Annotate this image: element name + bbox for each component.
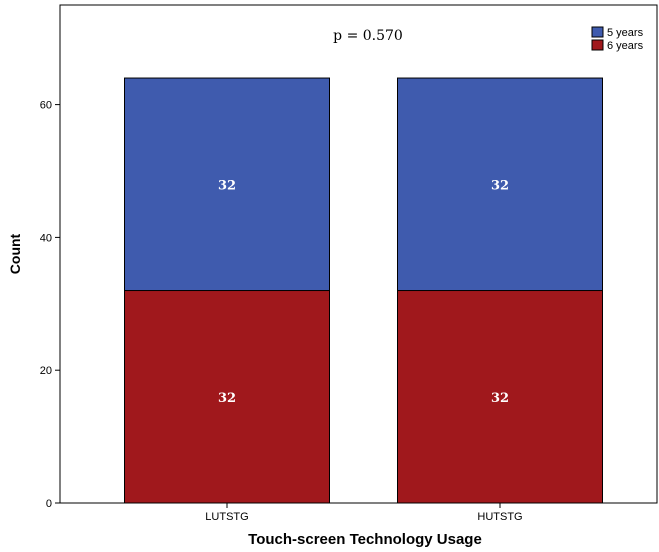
y-tick-label-20: 20 — [40, 365, 52, 377]
x-axis: LUTSTG HUTSTG — [205, 503, 523, 523]
data-label-lutstg-6-years: 32 — [218, 391, 236, 406]
y-tick-label-0: 0 — [46, 498, 52, 510]
legend-label-6-years: 6 years — [607, 40, 644, 52]
x-axis-title: Touch-screen Technology Usage — [248, 531, 482, 548]
y-axis: 0 20 40 60 — [40, 100, 60, 510]
data-label-hutstg-6-years: 32 — [491, 391, 509, 406]
data-label-lutstg-5-years: 32 — [218, 178, 236, 193]
legend-swatch-6-years — [591, 39, 604, 51]
bar-hutstg-6-years — [397, 290, 603, 504]
x-tick-label-lutstg: LUTSTG — [205, 511, 248, 523]
legend-label-5-years: 5 years — [607, 27, 644, 39]
y-axis-title: Count — [7, 233, 23, 274]
bar-lutstg-5-years — [124, 77, 330, 292]
data-label-hutstg-5-years: 32 — [491, 178, 509, 193]
y-tick-label-60: 60 — [40, 100, 52, 112]
bars-group: 32 32 32 32 — [124, 77, 603, 504]
y-tick-label-40: 40 — [40, 232, 52, 244]
legend-swatch-5-years — [591, 26, 604, 38]
x-tick-label-hutstg: HUTSTG — [477, 511, 522, 523]
annotation-p-value: p = 0.570 — [333, 28, 403, 44]
bar-lutstg-6-years — [124, 290, 330, 504]
bar-hutstg-5-years — [397, 77, 603, 292]
